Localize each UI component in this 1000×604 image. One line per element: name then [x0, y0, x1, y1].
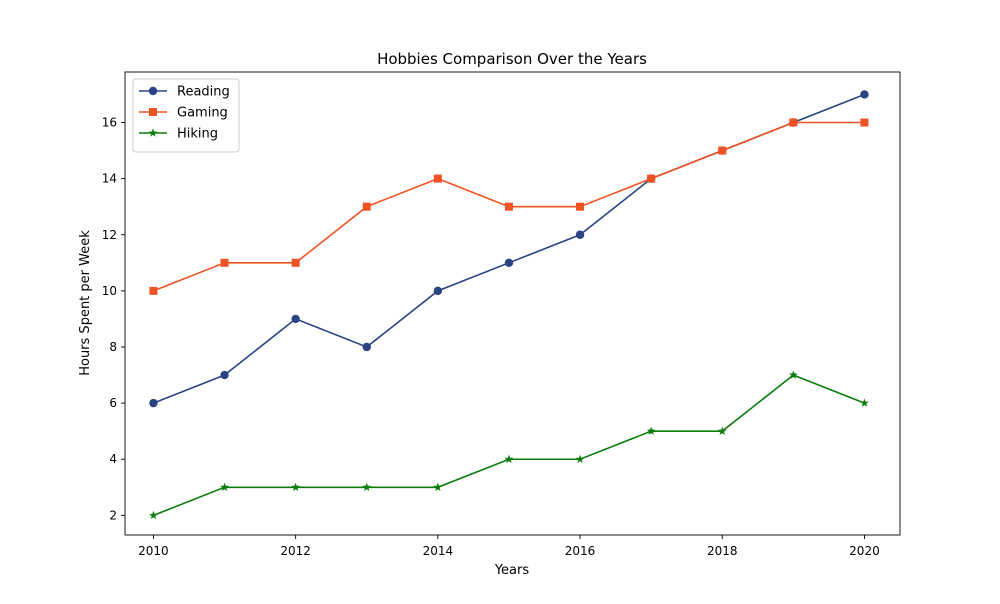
y-tick-label: 6 [109, 396, 117, 410]
x-tick-label: 2018 [707, 544, 738, 558]
data-point-hiking [149, 510, 158, 520]
legend: Reading Gaming Hiking [132, 78, 240, 153]
data-point-reading [291, 314, 300, 324]
y-tick-label: 2 [109, 508, 117, 522]
x-axis-label: Years [494, 563, 530, 578]
data-point-gaming [149, 286, 158, 295]
data-point-hiking [504, 454, 514, 463]
plot-area: 2010 2012 2014 2016 2018 2020 2 4 6 8 10 12 14 16 [102, 71, 901, 558]
data-point-hiking [860, 398, 869, 407]
y-tick-label: 14 [102, 172, 117, 186]
data-point-gaming [433, 174, 442, 183]
series-reading [149, 90, 869, 408]
legend-marker-gaming [149, 108, 157, 116]
y-tick-label: 12 [102, 228, 117, 242]
data-point-gaming [291, 258, 300, 267]
legend-item-hiking: Hiking [139, 127, 218, 142]
data-point-hiking [433, 482, 443, 492]
data-point-hiking [575, 454, 585, 463]
data-point-gaming [362, 202, 371, 211]
y-tick-label: 10 [102, 284, 117, 298]
y-tick-label: 8 [109, 340, 117, 354]
x-tick-label: 2010 [138, 544, 169, 558]
legend-label-hiking: Hiking [177, 127, 218, 142]
data-point-hiking [362, 482, 372, 492]
legend-item-reading: Reading [139, 85, 230, 100]
y-tick-label: 16 [102, 116, 117, 130]
data-point-gaming [220, 258, 229, 267]
legend-label-gaming: Gaming [177, 106, 228, 121]
y-axis-label: Hours Spent per Week [78, 230, 93, 376]
series-line-reading [153, 93, 865, 404]
data-point-reading [575, 230, 585, 239]
data-point-hiking [220, 482, 229, 492]
data-point-reading [504, 258, 514, 268]
chart-title: Hobbies Comparison Over the Years [377, 50, 647, 68]
x-tick-label: 2020 [849, 544, 880, 558]
data-point-reading [433, 286, 443, 296]
plot-frame [124, 71, 901, 536]
legend-label-reading: Reading [177, 85, 230, 100]
legend-marker-reading [148, 86, 158, 96]
data-point-gaming [576, 202, 585, 211]
series-gaming [149, 118, 869, 295]
data-point-reading [220, 370, 229, 380]
data-point-reading [362, 342, 371, 352]
data-point-hiking [788, 370, 798, 379]
data-point-hiking [717, 426, 727, 435]
series-line-hiking [153, 374, 865, 517]
data-point-hiking [291, 482, 301, 492]
data-point-gaming [504, 202, 513, 211]
legend-marker-hiking [148, 128, 158, 137]
series-hiking [149, 370, 869, 520]
legend-item-gaming: Gaming [139, 106, 228, 121]
x-tick-label: 2014 [423, 544, 454, 558]
data-point-reading [860, 90, 869, 99]
y-tick-label: 4 [109, 452, 117, 466]
data-point-gaming [647, 174, 656, 183]
data-point-gaming [860, 118, 869, 127]
data-point-reading [149, 398, 158, 408]
data-point-gaming [789, 118, 798, 127]
x-tick-label: 2012 [280, 544, 311, 558]
x-tick-label: 2016 [565, 544, 596, 558]
data-point-gaming [718, 146, 727, 155]
data-point-hiking [646, 426, 656, 435]
